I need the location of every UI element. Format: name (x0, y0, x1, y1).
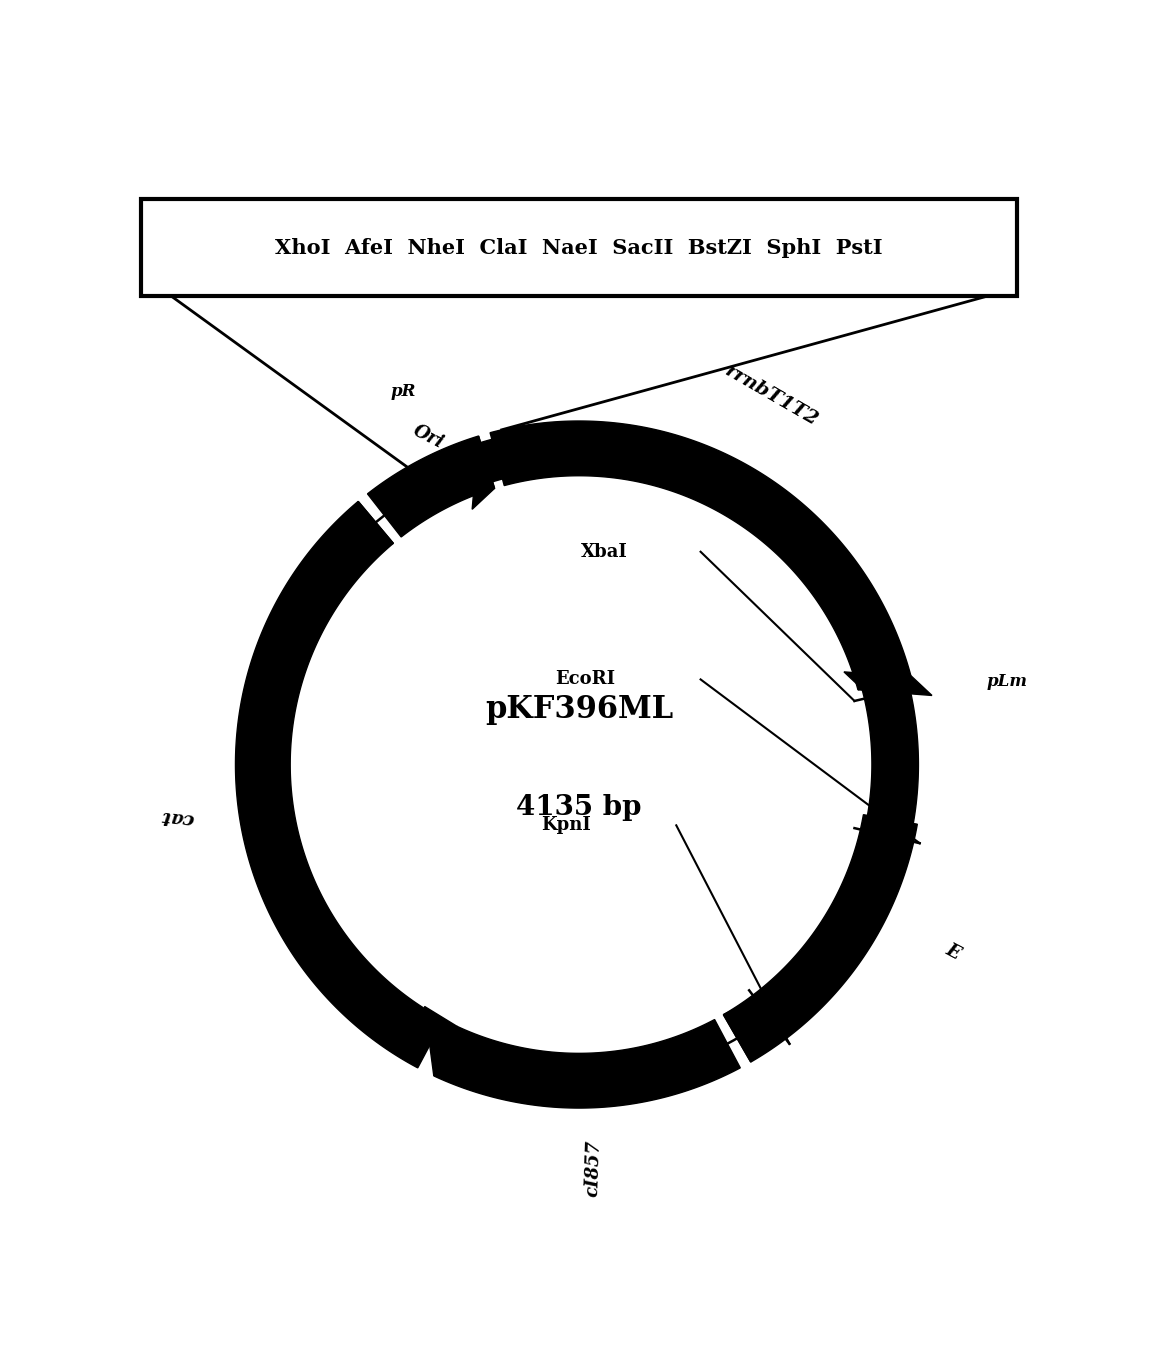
Text: pR: pR (390, 384, 416, 400)
Text: EcoRI: EcoRI (556, 670, 616, 688)
FancyBboxPatch shape (141, 199, 1017, 296)
Text: pLm: pLm (987, 673, 1028, 690)
Polygon shape (425, 1006, 457, 1076)
Text: KpnI: KpnI (541, 816, 592, 835)
Polygon shape (862, 677, 918, 824)
Polygon shape (434, 1020, 740, 1108)
Text: XbaI: XbaI (581, 543, 628, 561)
Text: Ori: Ori (410, 422, 447, 452)
Polygon shape (472, 436, 494, 509)
Text: 4135 bp: 4135 bp (516, 794, 642, 821)
Text: pKF396ML: pKF396ML (485, 694, 673, 725)
Polygon shape (490, 421, 911, 690)
Polygon shape (844, 672, 907, 688)
Polygon shape (367, 436, 494, 537)
Text: cI857: cI857 (584, 1139, 603, 1197)
Text: rrnbT1T2: rrnbT1T2 (723, 362, 822, 430)
Polygon shape (724, 814, 917, 1063)
Polygon shape (344, 502, 394, 561)
Polygon shape (411, 437, 507, 509)
Polygon shape (858, 676, 932, 695)
Text: E: E (943, 941, 963, 962)
Polygon shape (235, 502, 444, 1068)
Text: cat: cat (160, 806, 195, 828)
Polygon shape (724, 995, 762, 1063)
Polygon shape (411, 459, 439, 509)
Text: XhoI  AfeI  NheI  ClaI  NaeI  SacII  BstZI  SphI  PstI: XhoI AfeI NheI ClaI NaeI SacII BstZI Sph… (276, 237, 882, 258)
